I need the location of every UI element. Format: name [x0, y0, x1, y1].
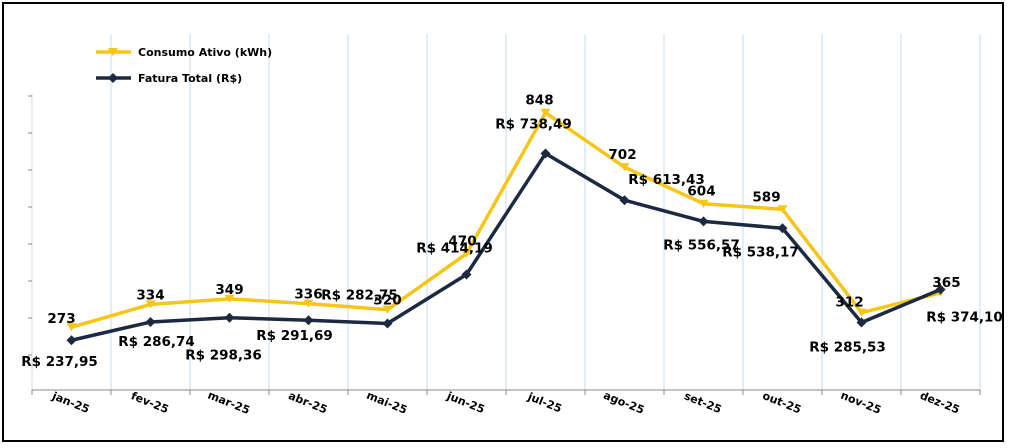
data-point	[540, 148, 551, 159]
series-consumo-ativo	[66, 108, 946, 332]
data-point	[145, 317, 156, 328]
data-point	[66, 323, 77, 332]
data-label: 312	[835, 295, 863, 311]
data-point	[619, 195, 630, 206]
data-point	[698, 199, 709, 208]
x-tick-label: nov-25	[839, 389, 883, 417]
data-label: R$ 286,74	[118, 334, 195, 350]
data-label: R$ 282,75	[321, 288, 398, 304]
x-tick-label: mai-25	[365, 389, 409, 417]
data-label: 604	[687, 184, 715, 200]
data-label: R$ 291,69	[256, 328, 333, 344]
data-label: R$ 285,53	[809, 339, 886, 355]
data-point	[224, 312, 235, 323]
data-point	[461, 249, 472, 258]
x-tick-label: ago-25	[602, 389, 646, 417]
data-point	[303, 315, 314, 326]
data-label: 349	[215, 282, 243, 298]
data-label: 470	[448, 234, 476, 250]
data-label: 589	[752, 189, 780, 205]
data-point	[856, 308, 867, 317]
consumo-data-labels: 273 334 349 336 320 470 848 702 604 589 312 365	[47, 93, 960, 327]
data-point	[145, 300, 156, 309]
fatura-data-labels: R$ 237,95 R$ 286,74R$ 298,36 R$ 291,69 R$ 2…	[21, 117, 1003, 371]
data-label: 320	[373, 293, 401, 309]
legend: Consumo Ativo (kWh) Fatura Total (R$)	[96, 46, 272, 85]
data-label: R$ 298,36	[185, 348, 262, 364]
data-point	[382, 318, 393, 329]
x-tick-label: out-25	[761, 389, 803, 416]
data-point	[224, 294, 235, 303]
data-point	[935, 284, 946, 295]
data-label: R$ 538,17	[722, 244, 799, 260]
legend-label: Consumo Ativo (kWh)	[138, 46, 272, 59]
data-label: 702	[608, 147, 636, 163]
series-fatura-total	[66, 148, 946, 346]
data-point	[619, 163, 630, 172]
data-point	[382, 305, 393, 314]
data-label: 336	[294, 287, 322, 303]
legend-marker	[108, 73, 118, 83]
x-tick-label: jan-25	[49, 389, 91, 416]
legend-label: Fatura Total (R$)	[138, 72, 242, 85]
legend-item-consumo-ativo: Consumo Ativo (kWh)	[96, 46, 272, 59]
data-label: 848	[525, 93, 553, 109]
x-tick-label: set-25	[682, 389, 723, 416]
x-tick-labels: jan-25 fev-25 mar-25 abr-25 mai-25 jun-25 jul-…	[49, 388, 961, 417]
data-point	[303, 299, 314, 308]
data-label: R$ 414,19	[416, 241, 493, 257]
data-point	[66, 335, 77, 346]
data-point	[698, 216, 709, 227]
data-label: R$ 613,43	[628, 172, 705, 188]
data-point	[540, 108, 551, 117]
x-tick-label: jun-25	[444, 389, 486, 416]
data-point	[777, 205, 788, 214]
series-line	[71, 151, 942, 342]
data-label: R$ 738,49	[495, 117, 572, 133]
x-tick-label: fev-25	[129, 389, 170, 416]
x-tick-label: dez-25	[918, 389, 961, 417]
x-tick-label: jul-25	[525, 390, 563, 416]
data-label: R$ 556,57	[663, 237, 740, 253]
x-tick-label: abr-25	[287, 389, 330, 416]
data-point	[461, 269, 472, 280]
x-tick-label: mar-25	[206, 388, 252, 417]
series-line	[71, 110, 941, 329]
data-label: 273	[47, 311, 75, 327]
chart-frame	[2, 2, 1004, 442]
data-label: R$ 374,10	[926, 309, 1003, 325]
data-label: 365	[932, 275, 960, 291]
legend-marker	[108, 48, 118, 56]
legend-item-fatura-total: Fatura Total (R$)	[96, 72, 242, 85]
data-label: R$ 237,95	[21, 354, 98, 370]
data-point	[856, 317, 867, 328]
data-label: 334	[136, 287, 164, 303]
data-point	[777, 223, 788, 234]
